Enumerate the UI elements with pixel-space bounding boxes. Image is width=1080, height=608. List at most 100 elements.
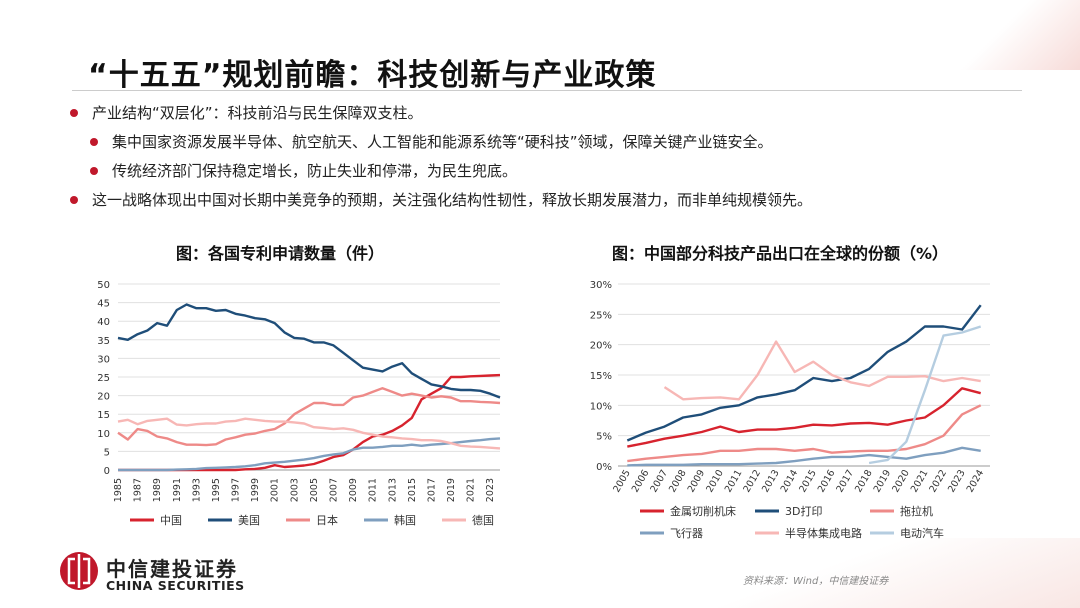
x-tick-label: 2019: [872, 468, 894, 494]
export-share-chart: 0%5%10%15%20%25%30%200520062007200820092…: [590, 280, 990, 540]
x-tick-label: 2013: [760, 468, 782, 494]
bullet-item: 传统经济部门保持稳定增长，防止失业和停滞，为民生兜底。: [88, 160, 1048, 182]
x-tick-label: 2022: [927, 468, 949, 494]
series-line-半导体集成电路: [663, 340, 981, 401]
decorative-bottom-glow: [660, 538, 1080, 608]
x-tick-label: 2003: [289, 478, 300, 502]
x-tick-label: 2017: [834, 468, 856, 494]
x-tick-label: 2014: [779, 468, 801, 494]
y-tick-label: 0%: [596, 462, 612, 473]
x-tick-label: 1997: [231, 478, 242, 502]
legend-label: 美国: [238, 514, 260, 527]
series-line-拖拉机: [627, 404, 982, 463]
legend-label: 日本: [316, 513, 338, 527]
bullet-item: 产业结构“双层化”：科技前沿与民生保障双支柱。: [68, 102, 1048, 124]
citic-logo-icon: [60, 552, 98, 590]
x-tick-label: 1991: [172, 478, 183, 502]
x-tick-label: 2019: [446, 478, 457, 502]
x-tick-label: 2006: [630, 468, 652, 494]
legend-label: 半导体集成电路: [785, 526, 862, 540]
x-tick-label: 2001: [270, 478, 281, 502]
series-line-日本: [117, 387, 501, 447]
series-line-飞行器: [627, 446, 981, 467]
bullet-dot-icon: [90, 138, 98, 146]
series-line-电动汽车: [868, 325, 982, 465]
y-tick-label: 50: [97, 280, 110, 291]
series-line-德国: [117, 417, 501, 450]
x-tick-label: 2012: [741, 468, 763, 494]
page-title: “十五五”规划前瞻：科技创新与产业政策: [88, 58, 657, 93]
legend-label: 电动汽车: [900, 526, 944, 540]
x-tick-label: 1993: [191, 478, 202, 502]
x-tick-label: 2009: [348, 478, 359, 502]
decorative-corner: [950, 0, 1080, 70]
x-tick-label: 2011: [368, 478, 379, 502]
x-tick-label: 2011: [723, 468, 745, 494]
y-tick-label: 10%: [590, 401, 612, 412]
bullet-item: 这一战略体现出中国对长期中美竞争的预期，关注强化结构性韧性，释放长期发展潜力，而…: [68, 189, 1048, 211]
export-chart-title: 图：中国部分科技产品出口在全球的份额（%）: [611, 244, 949, 263]
bullet-dot-icon: [90, 167, 98, 175]
x-tick-label: 1989: [152, 478, 163, 502]
company-name-en: CHINA SECURITIES: [106, 578, 245, 593]
y-tick-label: 15%: [590, 371, 612, 382]
x-tick-label: 2007: [328, 478, 339, 502]
x-tick-label: 2008: [667, 468, 689, 494]
y-tick-label: 25: [97, 373, 110, 384]
x-tick-label: 2023: [946, 468, 968, 494]
series-line-美国: [117, 303, 501, 399]
x-tick-label: 2021: [466, 478, 477, 502]
y-tick-label: 15: [97, 410, 110, 421]
patent-chart: 0 5 10 15 20 25 30 35 40 45 50 1985 1987 1989 1991 1993…: [97, 280, 501, 527]
x-tick-label: 1985: [113, 478, 124, 502]
series-line-韩国: [118, 437, 501, 472]
y-tick-label: 5%: [596, 432, 612, 443]
y-tick-label: 35: [97, 336, 110, 347]
y-tick-label: 45: [97, 299, 110, 310]
legend-label: 韩国: [394, 513, 416, 527]
legend-label: 金属切削机床: [670, 504, 736, 518]
company-name-cn: 中信建投证券: [106, 557, 238, 581]
x-tick-label: 1995: [211, 478, 222, 502]
bullet-list: 产业结构“双层化”：科技前沿与民生保障双支柱。 集中国家资源发展半导体、航空航天…: [68, 102, 1048, 218]
y-tick-label: 40: [97, 317, 110, 328]
x-tick-label: 2021: [909, 468, 931, 494]
title-divider: [72, 90, 1022, 91]
series-line-3D打印: [626, 304, 982, 442]
legend-label: 中国: [160, 514, 182, 527]
bullet-dot-icon: [70, 196, 78, 204]
x-tick-label: 2018: [853, 468, 875, 494]
y-tick-label: 20%: [590, 341, 612, 352]
bullet-item: 集中国家资源发展半导体、航空航天、人工智能和能源系统等“硬科技”领域，保障关键产…: [88, 131, 1048, 153]
x-tick-label: 2010: [704, 468, 726, 494]
x-tick-label: 2005: [611, 468, 633, 494]
x-tick-label: 2023: [485, 478, 496, 502]
y-tick-label: 20: [97, 392, 110, 403]
x-tick-label: 2017: [426, 478, 437, 502]
x-tick-label: 2005: [309, 478, 320, 502]
legend-label: 3D打印: [785, 504, 822, 518]
bullet-dot-icon: [70, 109, 78, 117]
x-tick-label: 2024: [965, 468, 987, 494]
legend-label: 拖拉机: [900, 504, 933, 518]
y-tick-label: 5: [104, 447, 110, 458]
series-line-金属切削机床: [627, 387, 982, 448]
legend-label: 德国: [472, 513, 494, 527]
x-tick-label: 2007: [648, 468, 670, 494]
y-tick-label: 10: [97, 429, 110, 440]
x-tick-label: 2016: [816, 468, 838, 494]
x-tick-label: 1987: [133, 478, 144, 502]
y-tick-label: 30: [97, 354, 110, 365]
x-tick-label: 2020: [890, 468, 912, 494]
y-tick-label: 25%: [590, 310, 612, 321]
y-tick-label: 30%: [590, 280, 612, 291]
x-tick-label: 2013: [387, 478, 398, 502]
x-tick-label: 1999: [250, 478, 261, 502]
y-tick-label: 0: [104, 466, 110, 477]
x-tick-label: 2015: [407, 478, 418, 502]
data-source: 资料来源：Wind，中信建投证券: [743, 576, 889, 587]
x-tick-label: 2015: [797, 468, 819, 494]
patent-chart-title: 图：各国专利申请数量（件）: [175, 244, 384, 263]
legend-label: 飞行器: [670, 527, 703, 540]
x-tick-label: 2009: [686, 468, 708, 494]
